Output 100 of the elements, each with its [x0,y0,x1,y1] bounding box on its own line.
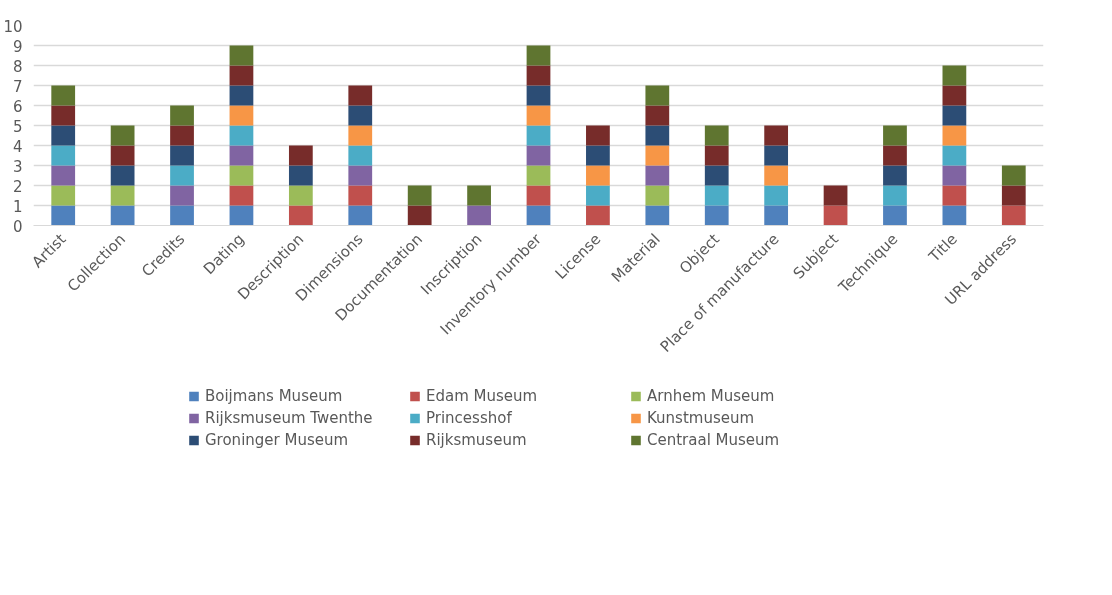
bar [348,125,373,146]
bar [467,205,491,226]
bar [764,165,789,186]
y-tick-label: 3 [12,157,23,176]
legend-label: Princesshof [425,408,513,427]
bar [1001,165,1026,186]
y-tick-label: 7 [12,77,23,96]
bar [288,145,313,166]
bar [407,205,432,226]
bar [526,205,551,226]
bar [942,165,967,186]
y-tick-label: 9 [12,37,23,56]
bar [110,185,135,206]
bar [942,185,967,206]
x-tick-label: Title [924,230,961,267]
bar [883,145,907,166]
bar [883,125,907,146]
bar [823,185,848,206]
bar [764,145,789,166]
y-tick-label: 6 [12,97,23,116]
bar [229,125,254,146]
bar [348,165,373,186]
bar [407,185,432,206]
legend-label: Rijksmuseum Twenthe [204,408,374,427]
bar [645,185,670,206]
bar [229,185,254,206]
bar [823,205,848,226]
bar [170,165,194,186]
bar [942,205,967,226]
legend-label: Kunstmuseum [646,408,756,427]
bar [110,165,135,186]
bar [348,105,373,126]
bar [645,85,670,106]
legend-label: Arnhem Museum [646,386,776,405]
bar [764,185,789,206]
legend-label: Boijmans Museum [204,386,344,405]
bar [348,205,373,226]
bar [51,165,76,186]
bar [704,185,729,206]
bar [170,205,194,226]
bar [526,185,551,206]
bar [942,105,967,126]
bar [229,85,254,106]
bar [883,205,907,226]
y-tick-label: 1 [12,197,23,216]
bar [229,45,254,66]
legend-label: Edam Museum [425,386,539,405]
legend-label: Centraal Museum [646,430,781,449]
bar [467,185,491,206]
bar [586,185,610,206]
bar [229,65,254,86]
bar [51,125,76,146]
bar [170,185,194,206]
bar [586,205,610,226]
bar [348,85,373,106]
bar [883,165,907,186]
y-tick-label: 8 [12,57,23,76]
bar [942,85,967,106]
bar [704,165,729,186]
bar [170,125,194,146]
bar [526,65,551,86]
bar [170,145,194,166]
bar [229,205,254,226]
bar [229,145,254,166]
bar [51,105,76,126]
bar [942,145,967,166]
legend-label: Rijksmuseum [425,430,528,449]
bar [526,165,551,186]
bar [526,145,551,166]
bar [51,205,76,226]
bar [1001,205,1026,226]
bar [704,125,729,146]
bar [288,165,313,186]
bar [51,85,76,106]
bar [348,185,373,206]
bar [526,105,551,126]
bar [645,125,670,146]
legend-label: Groninger Museum [204,430,350,449]
bar [526,85,551,106]
bar [704,205,729,226]
bar [704,145,729,166]
bar [288,185,313,206]
bar [645,105,670,126]
bar [288,205,313,226]
bar [51,145,76,166]
bar [110,145,135,166]
bar [526,125,551,146]
bar [942,65,967,86]
bar [883,185,907,206]
bar [110,205,135,226]
bar [586,125,610,146]
bar [586,145,610,166]
bar [348,145,373,166]
bar [586,165,610,186]
y-tick-label: 4 [12,137,23,156]
bar [110,125,135,146]
bar [526,45,551,66]
bar [942,125,967,146]
bar [51,185,76,206]
y-tick-label: 2 [12,177,23,196]
